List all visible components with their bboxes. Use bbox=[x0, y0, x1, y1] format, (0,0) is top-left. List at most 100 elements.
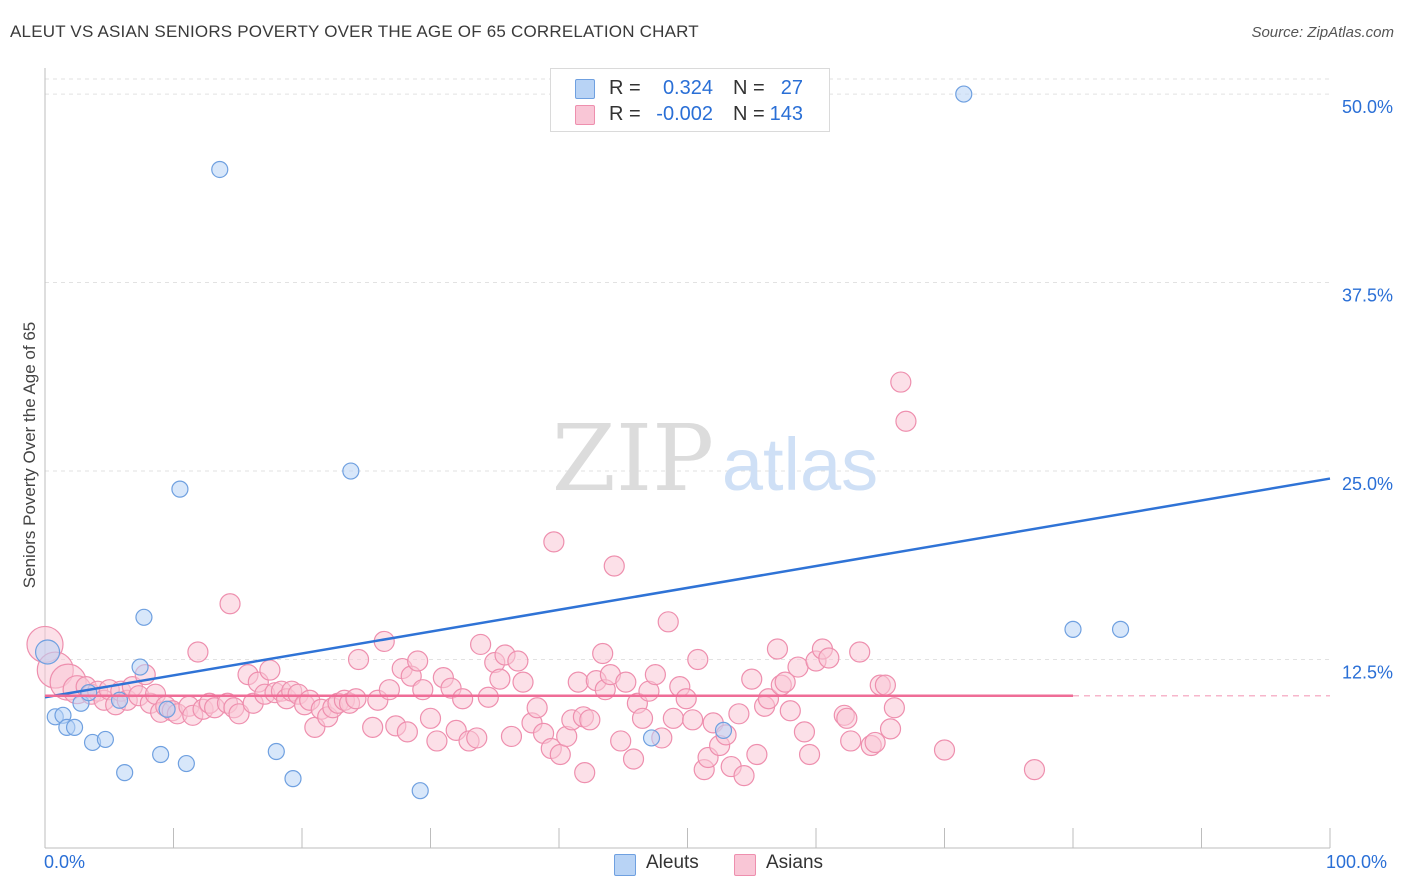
point-asians bbox=[500, 725, 523, 748]
point-aleuts bbox=[211, 160, 229, 179]
point-asians bbox=[362, 716, 384, 738]
trend-lines bbox=[44, 477, 1331, 699]
point-asians bbox=[798, 743, 821, 766]
chart-title: ALEUT VS ASIAN SENIORS POVERTY OVER THE … bbox=[10, 22, 699, 41]
point-asians bbox=[874, 674, 896, 696]
axes bbox=[44, 68, 1331, 849]
point-asians bbox=[840, 730, 862, 752]
point-aleuts bbox=[65, 718, 84, 736]
y-tick-label: 12.5% bbox=[1342, 663, 1393, 683]
point-asians bbox=[864, 731, 886, 754]
legend-row-asians: R = -0.002 N = 143 bbox=[551, 101, 829, 127]
point-aleuts bbox=[714, 721, 733, 739]
watermark-zip: ZIP bbox=[552, 405, 714, 512]
point-asians bbox=[579, 709, 601, 731]
y-tick-label: 50.0% bbox=[1342, 97, 1393, 117]
source-label: Source: ZipAtlas.com bbox=[1251, 24, 1394, 41]
legend-swatch-asians bbox=[734, 854, 756, 876]
point-asians bbox=[507, 650, 529, 672]
point-asians bbox=[466, 727, 488, 749]
point-asians bbox=[733, 765, 755, 787]
point-aleuts bbox=[1111, 620, 1130, 638]
point-aleuts bbox=[342, 462, 360, 480]
point-asians bbox=[407, 650, 429, 672]
point-aleuts bbox=[135, 608, 153, 626]
y-axis-title: Seniors Poverty Over the Age of 65 bbox=[20, 321, 39, 589]
point-aleuts bbox=[171, 480, 189, 498]
legend-swatch-aleuts bbox=[575, 79, 595, 99]
point-aleuts bbox=[116, 764, 134, 782]
point-asians bbox=[728, 703, 750, 725]
point-asians bbox=[592, 642, 614, 665]
legend-swatch-aleuts bbox=[614, 854, 636, 876]
point-asians bbox=[774, 671, 796, 693]
point-asians bbox=[228, 703, 250, 725]
point-asians bbox=[470, 633, 492, 656]
point-asians bbox=[512, 671, 534, 693]
point-asians bbox=[779, 700, 801, 722]
point-asians bbox=[526, 697, 548, 719]
point-asians bbox=[644, 663, 666, 686]
point-aleuts bbox=[34, 639, 61, 665]
point-aleuts bbox=[955, 85, 973, 103]
point-asians bbox=[426, 730, 448, 752]
point-asians bbox=[489, 668, 511, 690]
point-asians bbox=[879, 718, 902, 740]
legend-n-label: N = bbox=[733, 103, 765, 125]
point-aleuts bbox=[284, 770, 302, 788]
point-asians bbox=[895, 410, 917, 432]
point-asians bbox=[890, 371, 912, 393]
point-asians bbox=[345, 688, 367, 710]
point-asians bbox=[419, 707, 442, 729]
point-aleuts bbox=[267, 742, 285, 761]
point-asians bbox=[477, 686, 499, 708]
point-asians bbox=[687, 648, 709, 671]
grid-lines bbox=[45, 78, 1330, 661]
point-asians bbox=[1023, 758, 1046, 781]
point-asians bbox=[766, 638, 789, 660]
point-asians bbox=[849, 641, 871, 663]
point-asians bbox=[574, 762, 596, 784]
trend-line-aleuts bbox=[44, 477, 1331, 699]
point-asians bbox=[682, 709, 704, 731]
point-asians bbox=[259, 659, 281, 681]
point-aleuts bbox=[1064, 620, 1082, 638]
legend-r-value: 0.324 bbox=[662, 77, 713, 99]
point-aleuts bbox=[411, 782, 429, 800]
y-tick-label: 25.0% bbox=[1342, 474, 1393, 494]
legend-n-label: N = bbox=[733, 77, 765, 99]
point-asians bbox=[883, 697, 905, 719]
point-asians bbox=[757, 688, 780, 710]
legend-row-aleuts: R = 0.324 N = 27 bbox=[551, 75, 829, 101]
point-asians bbox=[347, 648, 370, 671]
point-aleuts bbox=[131, 658, 149, 676]
legend-n-value: 27 bbox=[780, 77, 803, 99]
point-asians bbox=[741, 668, 763, 690]
point-asians bbox=[603, 555, 625, 577]
watermark: ZIP atlas bbox=[552, 405, 878, 512]
point-aleuts bbox=[80, 684, 98, 702]
point-aleuts bbox=[158, 700, 176, 718]
point-aleuts bbox=[177, 754, 195, 773]
legend-r-value: -0.002 bbox=[656, 103, 713, 125]
point-asians bbox=[452, 688, 474, 710]
legend-label-asians: Asians bbox=[766, 852, 824, 873]
x-min-label: 0.0% bbox=[44, 852, 86, 872]
point-asians bbox=[662, 707, 684, 729]
point-asians bbox=[610, 730, 632, 752]
legend-swatch-asians bbox=[575, 105, 595, 125]
legend-r-label: R = bbox=[609, 77, 641, 99]
point-asians bbox=[567, 671, 589, 693]
stats-legend: R = 0.324 N = 27 R = -0.002 N = 143 bbox=[550, 68, 830, 132]
point-asians bbox=[787, 656, 809, 678]
point-asians bbox=[933, 739, 956, 761]
point-asians bbox=[746, 743, 768, 766]
legend-label-aleuts: Aleuts bbox=[646, 852, 699, 873]
point-asians bbox=[396, 721, 418, 743]
point-asians bbox=[818, 647, 840, 669]
point-asians bbox=[793, 721, 816, 743]
y-tick-label: 37.5% bbox=[1342, 286, 1393, 306]
point-asians bbox=[675, 688, 697, 710]
point-asians bbox=[615, 671, 637, 693]
